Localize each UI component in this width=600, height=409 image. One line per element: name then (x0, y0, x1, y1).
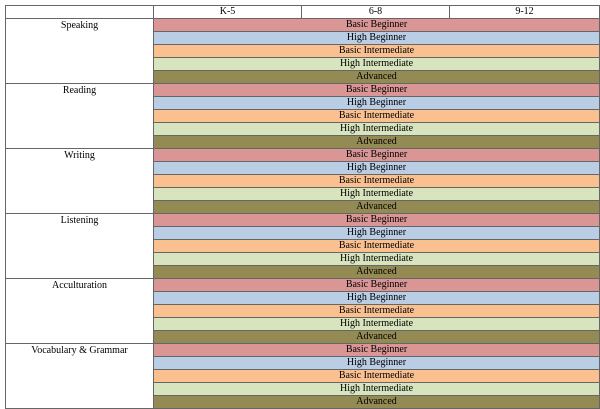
level-row: High Intermediate (6, 317, 600, 331)
level-row: Listening Basic Beginner (5, 213, 600, 279)
level-row: High Beginner (6, 226, 600, 240)
level-band: Advanced (153, 70, 600, 84)
level-band: Basic Beginner (153, 148, 600, 162)
header-row: K-5 6-8 9-12 (5, 5, 600, 19)
level-row: Speaking Basic Beginner (5, 18, 600, 84)
level-band: High Intermediate (153, 122, 600, 136)
level-band: High Intermediate (153, 382, 600, 396)
level-band: High Beginner (153, 356, 600, 370)
level-row: Basic Intermediate (6, 239, 600, 253)
level-row: High Intermediate (6, 187, 600, 201)
level-row: Vocabulary & Grammar Basic Beginner (5, 343, 600, 409)
level-band: Advanced (153, 265, 600, 279)
skill-label: Vocabulary & Grammar (5, 343, 154, 409)
skill-label: Listening (5, 213, 154, 279)
level-row: Writing Basic Beginner (5, 148, 600, 214)
level-band: Basic Beginner (153, 343, 600, 357)
level-band: Basic Intermediate (153, 174, 600, 188)
level-row: High Beginner (6, 96, 600, 110)
level-band: Basic Intermediate (153, 304, 600, 318)
level-row: Acculturation Basic Beginner (5, 278, 600, 344)
level-row: Reading Basic Beginner (5, 83, 600, 149)
level-band: High Beginner (153, 161, 600, 175)
level-row: High Beginner (6, 31, 600, 45)
level-band: High Intermediate (153, 317, 600, 331)
level-row: High Beginner (6, 161, 600, 175)
level-band: Basic Intermediate (153, 239, 600, 253)
level-row: Basic Intermediate (6, 109, 600, 123)
level-band: Basic Beginner (153, 18, 600, 32)
proficiency-matrix: K-5 6-8 9-12 Speaking Basic Beginner High … (5, 5, 600, 409)
level-row: Advanced (6, 395, 600, 409)
skill-label: Speaking (5, 18, 154, 84)
grade-header-k5: K-5 (153, 5, 302, 19)
level-band: Basic Intermediate (153, 109, 600, 123)
header-corner-cell (5, 5, 154, 19)
matrix-body: Speaking Basic Beginner High Beginner Basic… (5, 18, 600, 409)
skill-label: Reading (5, 83, 154, 149)
level-band: Basic Intermediate (153, 369, 600, 383)
level-row: High Beginner (6, 356, 600, 370)
level-row: Basic Intermediate (6, 44, 600, 58)
level-band: High Beginner (153, 96, 600, 110)
level-band: Basic Intermediate (153, 44, 600, 58)
level-band: High Beginner (153, 291, 600, 305)
level-band: High Beginner (153, 31, 600, 45)
level-row: Advanced (6, 265, 600, 279)
grade-header-6-8: 6-8 (301, 5, 450, 19)
level-band: Advanced (153, 200, 600, 214)
skill-label: Writing (5, 148, 154, 214)
level-band: High Intermediate (153, 57, 600, 71)
level-band: High Intermediate (153, 187, 600, 201)
level-band: Basic Beginner (153, 213, 600, 227)
level-band: Basic Beginner (153, 278, 600, 292)
grade-header-9-12: 9-12 (449, 5, 600, 19)
level-band: Basic Beginner (153, 83, 600, 97)
level-band: Advanced (153, 330, 600, 344)
level-band: Advanced (153, 395, 600, 409)
level-row: High Beginner (6, 291, 600, 305)
level-band: High Intermediate (153, 252, 600, 266)
level-band: High Beginner (153, 226, 600, 240)
skill-label: Acculturation (5, 278, 154, 344)
level-band: Advanced (153, 135, 600, 149)
